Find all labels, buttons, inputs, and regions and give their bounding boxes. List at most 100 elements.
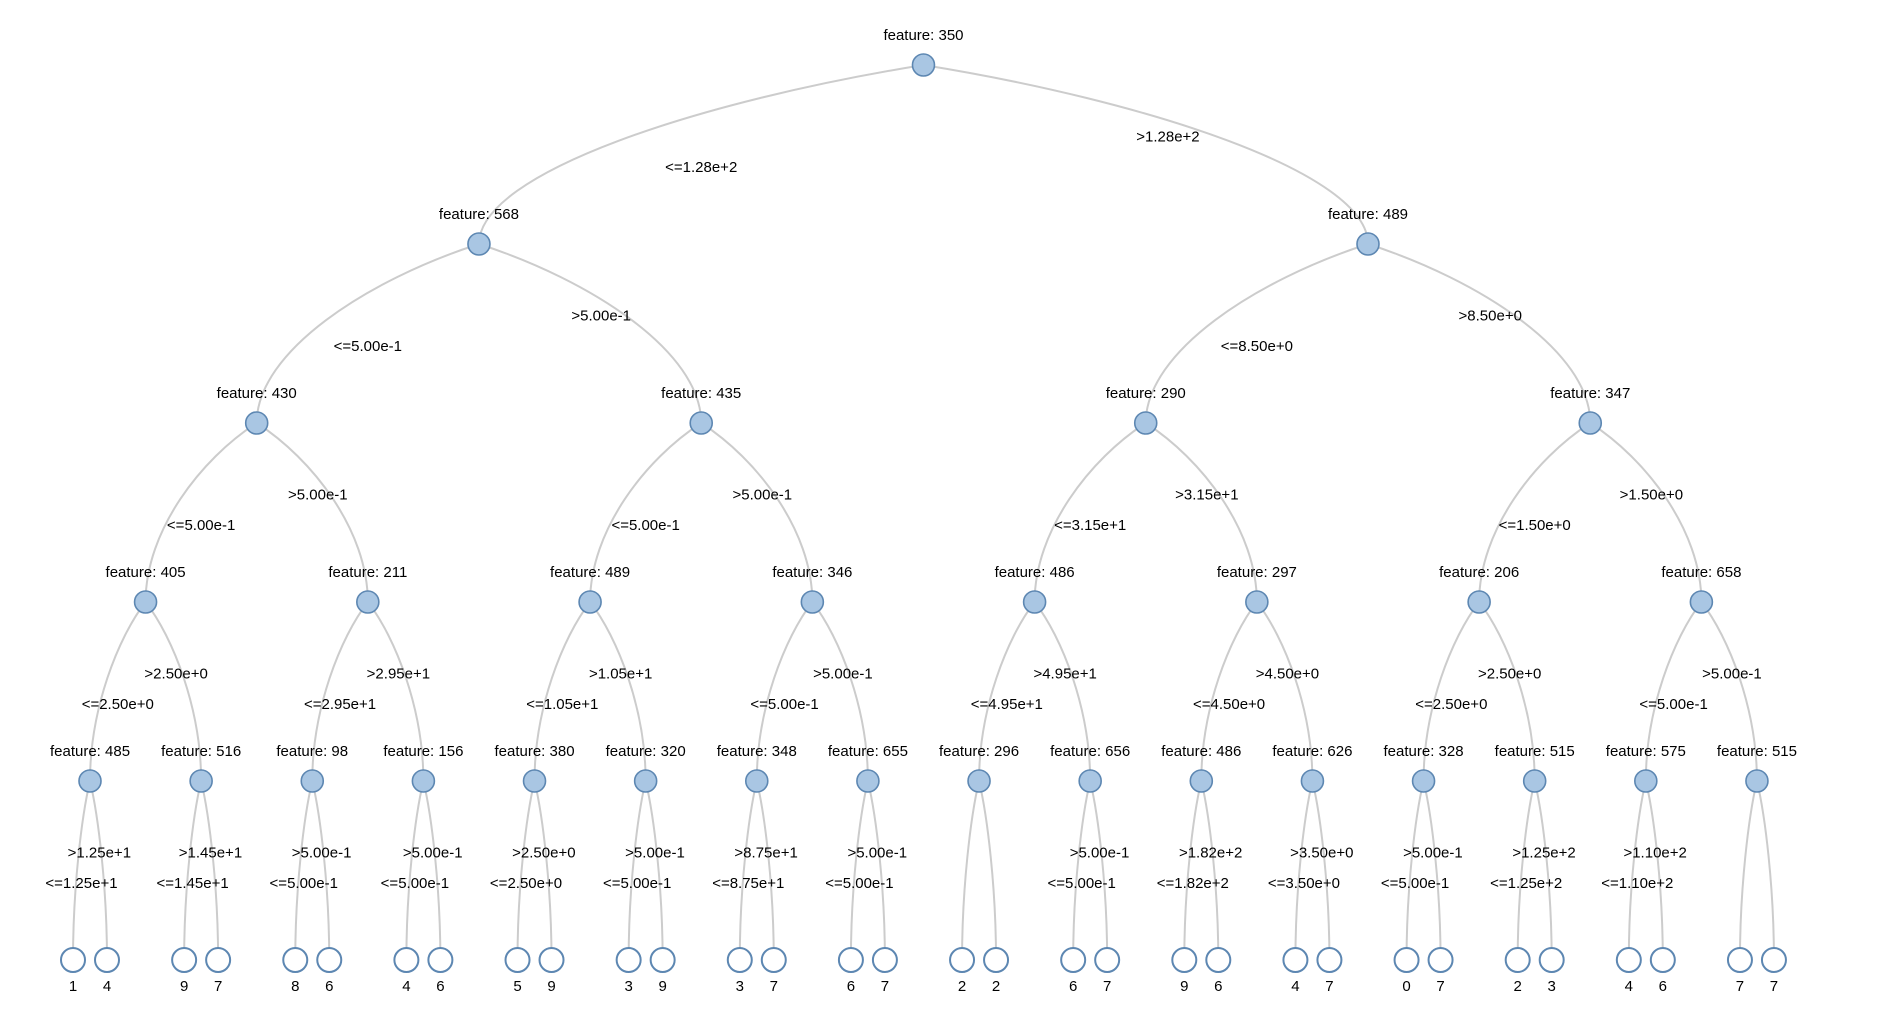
edge-threshold-label-left: <=1.25e+1 [45, 875, 117, 892]
leaf-class-label: 7 [1103, 978, 1111, 995]
node-feature-label: feature: 655 [828, 743, 908, 760]
tree-edge [589, 422, 702, 603]
edge-threshold-label-left: <=8.75e+1 [712, 875, 784, 892]
split-node [133, 590, 158, 614]
leaf-node [726, 947, 753, 973]
leaf-node [427, 947, 454, 973]
split-node [189, 769, 213, 793]
leaf-node [1427, 947, 1454, 973]
edge-threshold-label-right: >1.28e+2 [1136, 129, 1199, 146]
node-feature-label: feature: 489 [550, 564, 630, 581]
leaf-class-label: 0 [1402, 978, 1410, 995]
split-node [1689, 590, 1714, 614]
leaf-class-label: 7 [1325, 978, 1333, 995]
edge-threshold-label-right: >5.00e-1 [813, 666, 873, 683]
leaf-class-label: 4 [103, 978, 111, 995]
tree-edge [1311, 780, 1331, 961]
edge-threshold-label-left: <=5.00e-1 [825, 875, 893, 892]
node-feature-label: feature: 350 [883, 27, 963, 44]
tree-edge [1405, 780, 1425, 961]
edge-threshold-label-left: <=1.28e+2 [665, 159, 737, 176]
tree-edge [644, 780, 664, 961]
tree-edge [1367, 243, 1592, 424]
edge-threshold-label-right: >5.00e-1 [733, 487, 793, 504]
tree-edge [367, 601, 425, 782]
edge-threshold-label-left: <=4.95e+1 [971, 696, 1043, 713]
node-feature-label: feature: 515 [1717, 743, 1797, 760]
split-node [967, 769, 991, 793]
leaf-class-label: 7 [881, 978, 889, 995]
split-node [244, 411, 269, 435]
leaf-node [983, 947, 1010, 973]
tree-edge [866, 780, 886, 961]
edge-threshold-label-left: <=5.00e-1 [381, 875, 449, 892]
leaf-node [760, 947, 787, 973]
edge-threshold-label-left: <=4.50e+0 [1193, 696, 1265, 713]
node-feature-label: feature: 380 [494, 743, 574, 760]
node-feature-label: feature: 430 [217, 385, 297, 402]
node-feature-label: feature: 347 [1550, 385, 1630, 402]
leaf-class-label: 7 [1770, 978, 1778, 995]
leaf-node [615, 947, 642, 973]
edge-threshold-label-left: <=2.50e+0 [82, 696, 154, 713]
node-feature-label: feature: 486 [995, 564, 1075, 581]
edge-threshold-label-right: >2.95e+1 [367, 666, 430, 683]
edge-threshold-label-left: <=5.00e-1 [270, 875, 338, 892]
split-node [856, 769, 880, 793]
tree-edge [1738, 780, 1758, 961]
edge-threshold-label-right: >3.15e+1 [1175, 487, 1238, 504]
edge-threshold-label-left: <=2.95e+1 [304, 696, 376, 713]
leaf-node [871, 947, 898, 973]
leaf-node [393, 947, 420, 973]
edge-threshold-label-right: >4.95e+1 [1033, 666, 1096, 683]
edge-threshold-label-left: <=1.10e+2 [1601, 875, 1673, 892]
tree-edge [294, 780, 314, 961]
leaf-node [1760, 947, 1787, 973]
node-feature-label: feature: 290 [1106, 385, 1186, 402]
tree-edge [1516, 780, 1536, 961]
tree-edge [477, 64, 924, 245]
tree-edge [1478, 601, 1536, 782]
node-feature-label: feature: 656 [1050, 743, 1130, 760]
edge-threshold-label-right: >5.00e-1 [1070, 845, 1130, 862]
leaf-node [171, 947, 198, 973]
tree-edge [183, 780, 203, 961]
tree-edge [1144, 243, 1369, 424]
tree-edge [72, 780, 91, 961]
edge-threshold-label-right: >1.25e+2 [1512, 845, 1575, 862]
leaf-class-label: 9 [547, 978, 555, 995]
split-node [1522, 769, 1547, 793]
edge-threshold-label-right: >8.50e+0 [1459, 308, 1522, 325]
tree-edge [255, 243, 480, 424]
edge-threshold-label-left: <=2.50e+0 [1415, 696, 1487, 713]
split-node [1189, 769, 1214, 793]
node-feature-label: feature: 486 [1161, 743, 1241, 760]
tree-edge [144, 601, 203, 782]
leaf-node [837, 947, 864, 973]
split-node [78, 769, 102, 793]
tree-edge [1033, 422, 1147, 603]
leaf-class-label: 6 [1659, 978, 1667, 995]
leaf-class-label: 1 [69, 978, 77, 995]
edge-threshold-label-right: >1.50e+0 [1620, 487, 1683, 504]
edge-threshold-label-left: <=8.50e+0 [1221, 338, 1293, 355]
leaf-class-label: 6 [847, 978, 855, 995]
leaf-class-label: 9 [1180, 978, 1188, 995]
leaf-node [94, 947, 120, 973]
edge-threshold-label-right: >2.50e+0 [512, 845, 575, 862]
edge-threshold-label-right: >5.00e-1 [571, 308, 631, 325]
tree-edge [89, 601, 147, 782]
split-node [1578, 411, 1603, 435]
split-node [467, 232, 491, 256]
node-feature-label: feature: 348 [717, 743, 797, 760]
edge-threshold-label-right: >2.50e+0 [144, 666, 207, 683]
tree-edge [755, 780, 775, 961]
tree-edge [1755, 780, 1775, 961]
tree-edge [589, 601, 647, 782]
tree-edge [923, 64, 1369, 245]
edge-threshold-label-right: >1.05e+1 [589, 666, 652, 683]
tree-edge [1422, 601, 1480, 782]
split-node [689, 411, 714, 435]
leaf-node [1504, 947, 1531, 973]
edge-threshold-label-left: <=5.00e-1 [1047, 875, 1115, 892]
